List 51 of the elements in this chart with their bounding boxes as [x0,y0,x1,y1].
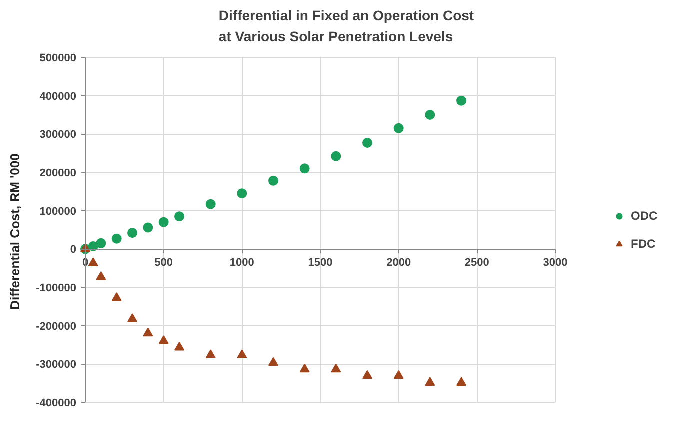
y-tick-label: 100000 [40,206,77,218]
point [300,364,310,373]
point [456,377,466,386]
y-tick-label: 500000 [40,52,77,64]
point [112,234,122,244]
y-tick-label: -100000 [36,282,77,294]
legend-label: FDC [631,236,657,250]
point [362,370,372,380]
point [331,364,342,373]
point [128,314,138,322]
x-tick-label: 3000 [543,257,568,270]
y-tick-label: -200000 [36,320,77,333]
x-tick-label: 2000 [386,257,412,270]
x-tick-label: 1000 [230,257,254,270]
point [331,151,342,162]
point [237,188,248,199]
y-axis-title: Differential Cost, RM '000 [8,154,22,310]
x-tick-label: 1500 [308,257,333,270]
y-tick-label: 200000 [40,168,77,180]
point [394,370,404,380]
y-tick-label: 400000 [40,90,77,103]
point [268,176,278,186]
point [206,199,216,210]
point [158,335,169,344]
y-tick-label: -300000 [36,359,77,372]
point [394,123,404,134]
legend-label: ODC [631,208,659,222]
point [174,342,184,351]
point [300,164,310,174]
y-tick-label: -400000 [36,398,77,410]
point [425,377,436,386]
point [425,110,436,120]
point [206,350,216,358]
point [96,271,106,280]
chart-title: Differential in Fixed an Operation Cost at Various Solar Penetration Levels [218,8,474,44]
x-tick-label: 500 [154,257,174,270]
point [237,350,248,358]
x-tick-label: 2500 [464,257,490,270]
point [174,212,184,222]
y-tick-label: 0 [70,244,77,256]
point [88,258,98,266]
point [456,96,466,106]
point [128,228,138,238]
y-tick-label: 300000 [40,129,77,142]
point [158,217,169,228]
point [96,238,106,248]
point [143,328,154,337]
point [268,357,278,366]
point [362,138,372,148]
point [143,222,154,233]
point [112,292,122,302]
